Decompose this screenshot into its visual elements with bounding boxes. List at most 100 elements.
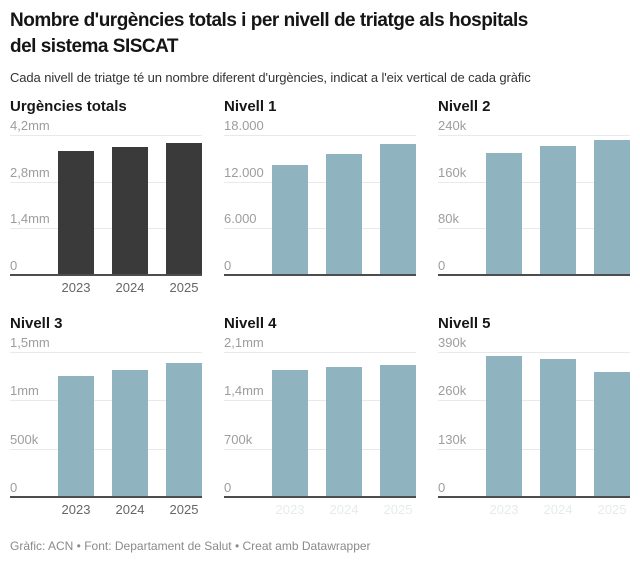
x-axis-labels: 2023 2024 2025 (10, 275, 202, 297)
gridline (438, 181, 630, 183)
panel-title: Nivell 4 (224, 315, 277, 332)
y-tick-label: 1,5mm (10, 335, 50, 350)
x-axis-year-label: 2023 (61, 280, 91, 295)
bar-2025[interactable] (380, 365, 416, 497)
x-axis-year-label: 2023 (275, 502, 305, 517)
gridline (438, 448, 630, 450)
y-tick-label: 18.000 (224, 118, 264, 133)
x-axis-year-label: 2024 (329, 502, 359, 517)
bar-2023[interactable] (486, 356, 522, 497)
y-tick-label: 4,2mm (10, 118, 50, 133)
y-tick-label: 2,8mm (10, 164, 50, 180)
x-axis-labels (438, 275, 630, 297)
plot-area: 390k 260k 130k 0 (438, 336, 630, 498)
chart-panel-urg-ncies-totals: Urgències totals 4,2mm 2,8mm 1,4mm 0 2023 2024… (10, 98, 202, 297)
gridline (224, 400, 416, 402)
y-tick-label: 0 (10, 258, 18, 273)
gridline (438, 135, 630, 136)
y-tick-label: 1,4mm (10, 211, 50, 227)
x-axis-year-label: 2025 (383, 502, 413, 517)
bar-2024[interactable] (326, 154, 362, 275)
y-tick-label: 0 (224, 480, 232, 495)
bar-2025[interactable] (166, 363, 202, 497)
x-axis-baseline (224, 274, 416, 276)
bar-2024[interactable] (326, 367, 362, 497)
panel-title: Nivell 1 (224, 98, 277, 115)
gridline (224, 228, 416, 230)
page-title-line2: del sistema SISCAT (10, 36, 179, 57)
attribution-line: Gràfic: ACN • Font: Departament de Salut… (10, 539, 371, 553)
x-axis-year-label: 2024 (543, 502, 573, 517)
y-tick-label: 0 (10, 480, 18, 495)
panel-title: Nivell 2 (438, 98, 491, 115)
panel-title: Nivell 3 (10, 315, 63, 332)
y-tick-label: 80k (438, 211, 459, 227)
x-axis-year-label: 2025 (169, 280, 199, 295)
y-tick-label: 390k (438, 335, 467, 350)
y-tick-label: 160k (438, 164, 467, 180)
x-axis-year-label: 2024 (115, 280, 145, 295)
bar-2024[interactable] (540, 145, 576, 275)
bar-2023[interactable] (58, 376, 94, 497)
x-axis-baseline (438, 496, 630, 498)
panel-title: Urgències totals (10, 98, 127, 115)
x-axis-labels: 2023 2024 2025 (224, 497, 416, 519)
gridline (10, 352, 202, 353)
bar-2024[interactable] (540, 359, 576, 497)
gridline (10, 228, 202, 230)
y-tick-label: 12.000 (224, 164, 264, 180)
y-tick-label: 0 (438, 480, 446, 495)
gridline (224, 352, 416, 353)
x-axis-baseline (10, 496, 202, 498)
y-tick-label: 130k (438, 431, 467, 447)
y-tick-label: 1,4mm (224, 383, 264, 399)
y-tick-label: 240k (438, 118, 467, 133)
plot-area: 4,2mm 2,8mm 1,4mm 0 (10, 119, 202, 276)
plot-area: 1,5mm 1mm 500k 0 (10, 336, 202, 498)
y-tick-label: 1mm (10, 383, 39, 399)
y-tick-label: 2,1mm (224, 335, 264, 350)
gridline (438, 228, 630, 230)
bar-2023[interactable] (486, 153, 522, 275)
x-axis-labels (224, 275, 416, 297)
x-axis-year-label: 2023 (61, 502, 91, 517)
x-axis-year-label: 2023 (489, 502, 519, 517)
gridline (224, 135, 416, 136)
bar-2025[interactable] (380, 144, 416, 275)
bar-2023[interactable] (272, 369, 308, 497)
bar-2025[interactable] (166, 143, 202, 275)
y-tick-label: 260k (438, 383, 467, 399)
y-tick-label: 0 (224, 258, 232, 273)
page-title-line1: Nombre d'urgències totals i per nivell d… (10, 10, 528, 31)
chart-panel-nivell-4: Nivell 4 2,1mm 1,4mm 700k 0 2023 2024 2025 (224, 315, 416, 519)
x-axis-baseline (10, 274, 202, 276)
x-axis-year-label: 2024 (115, 502, 145, 517)
y-tick-label: 700k (224, 431, 253, 447)
page-title: Nombre d'urgències totals i per nivell d… (10, 0, 630, 60)
panel-title: Nivell 5 (438, 315, 491, 332)
y-tick-label: 0 (438, 258, 446, 273)
gridline (10, 135, 202, 136)
gridline (438, 352, 630, 353)
chart-panel-nivell-1: Nivell 1 18.000 12.000 6.000 0 (224, 98, 416, 297)
plot-area: 240k 160k 80k 0 (438, 119, 630, 276)
x-axis-labels: 2023 2024 2025 (10, 497, 202, 519)
bar-2023[interactable] (272, 165, 308, 275)
charts-grid: Urgències totals 4,2mm 2,8mm 1,4mm 0 2023 2024… (10, 98, 630, 519)
gridline (224, 448, 416, 450)
gridline (10, 400, 202, 402)
x-axis-year-label: 2025 (169, 502, 199, 517)
x-axis-baseline (438, 274, 630, 276)
plot-area: 18.000 12.000 6.000 0 (224, 119, 416, 276)
bar-2024[interactable] (112, 369, 148, 497)
gridline (224, 181, 416, 183)
bar-2023[interactable] (58, 151, 94, 275)
page-subtitle: Cada nivell de triatge té un nombre dife… (10, 70, 531, 85)
gridline (10, 181, 202, 183)
y-tick-label: 6.000 (224, 211, 257, 227)
bar-2025[interactable] (594, 371, 630, 497)
bar-2025[interactable] (594, 139, 630, 275)
chart-panel-nivell-3: Nivell 3 1,5mm 1mm 500k 0 2023 2024 2025 (10, 315, 202, 519)
bar-2024[interactable] (112, 147, 148, 275)
